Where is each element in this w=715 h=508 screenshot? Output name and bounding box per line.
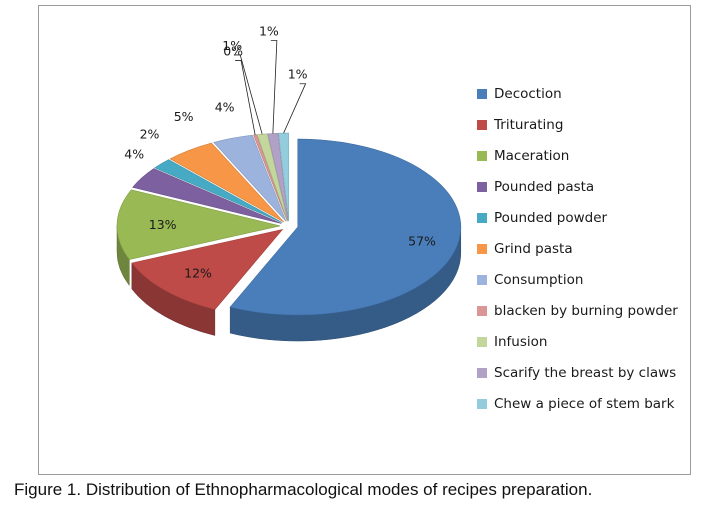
legend-item-pounded-pasta: Pounded pasta — [477, 171, 678, 202]
legend-item-infusion: Infusion — [477, 326, 678, 357]
data-labels: 57%12%13%4%2%5%4%0%1%1%1% — [124, 23, 436, 280]
leader-line-infusion — [234, 54, 263, 135]
pie-slice-triturating — [131, 228, 284, 310]
data-label-scarify-the-breast-by-claws: 1% — [259, 23, 279, 38]
legend-item-decoction: Decoction — [477, 78, 678, 109]
legend-label: blacken by burning powder — [494, 302, 678, 319]
legend-swatch — [477, 150, 487, 161]
leader-line-blacken-by-burning-powder — [235, 60, 256, 135]
data-label-pounded-powder: 2% — [140, 127, 160, 142]
legend-label: Infusion — [494, 333, 548, 350]
data-label-infusion: 1% — [222, 38, 242, 53]
pie-slice-pounded-pasta — [132, 168, 282, 224]
figure-caption-text: . Distribution of Ethnopharmacological m… — [76, 480, 593, 499]
pie-chart: 57%12%13%4%2%5%4%0%1%1%1% — [116, 23, 462, 342]
figure-caption: Figure 1. Distribution of Ethnopharmacol… — [14, 480, 714, 500]
legend-label: Decoction — [494, 85, 562, 102]
legend-item-pounded-powder: Pounded powder — [477, 202, 678, 233]
legend-item-chew-a-piece-of-stem-bark: Chew a piece of stem bark — [477, 388, 678, 419]
leader-line-scarify-the-breast-by-claws — [270, 40, 278, 134]
pie-slice-infusion — [256, 133, 288, 222]
legend-item-triturating: Triturating — [477, 109, 678, 140]
legend-item-maceration: Maceration — [477, 140, 678, 171]
legend-item-blacken-by-burning-powder: blacken by burning powder — [477, 295, 678, 326]
legend-item-scarify-the-breast-by-claws: Scarify the breast by claws — [477, 357, 678, 388]
chart-frame: 57% 12% 13% 4% 2% 5% 4% 0% 1% 1% 1% Decoction Tritu… — [38, 5, 691, 475]
legend-swatch — [477, 181, 487, 192]
pie-slice-maceration — [116, 189, 281, 260]
legend-swatch — [477, 212, 487, 223]
data-label-maceration: 13% — [149, 217, 177, 232]
legend-label: Scarify the breast by claws — [494, 364, 677, 381]
legend-swatch — [477, 88, 487, 99]
data-label-grind-pasta: 5% — [174, 109, 194, 124]
data-label-pounded-pasta: 4% — [124, 147, 144, 162]
legend-swatch — [477, 274, 487, 285]
data-label-decoction: 57% — [408, 234, 436, 249]
legend-item-consumption: Consumption — [477, 264, 678, 295]
data-label-chew-a-piece-of-stem-bark: 1% — [288, 67, 308, 82]
legend-label: Triturating — [494, 116, 564, 133]
legend-label: Consumption — [494, 271, 584, 288]
leader-line-chew-a-piece-of-stem-bark — [283, 83, 307, 134]
pie-slice-consumption — [213, 134, 287, 222]
data-label-consumption: 4% — [215, 99, 235, 114]
legend-swatch — [477, 243, 487, 254]
legend-swatch — [477, 367, 487, 378]
pie-tops — [116, 132, 462, 316]
legend-label: Pounded powder — [494, 209, 608, 226]
pie-slice-decoction — [229, 138, 462, 316]
figure-caption-lead: Figure 1 — [14, 480, 77, 499]
legend-swatch — [477, 336, 487, 347]
legend-swatch — [477, 119, 487, 130]
legend-item-grind-pasta: Grind pasta — [477, 233, 678, 264]
legend-swatch — [477, 305, 487, 316]
pie-slice-grind-pasta — [169, 142, 285, 223]
chart-legend: Decoction Triturating Maceration Pounded pa… — [477, 78, 678, 419]
legend-label: Chew a piece of stem bark — [494, 395, 675, 412]
pie-slice-pounded-powder — [154, 159, 283, 223]
legend-label: Grind pasta — [494, 240, 573, 257]
legend-label: Maceration — [494, 147, 570, 164]
data-label-triturating: 12% — [184, 265, 212, 280]
legend-label: Pounded pasta — [494, 178, 595, 195]
legend-swatch — [477, 398, 487, 409]
